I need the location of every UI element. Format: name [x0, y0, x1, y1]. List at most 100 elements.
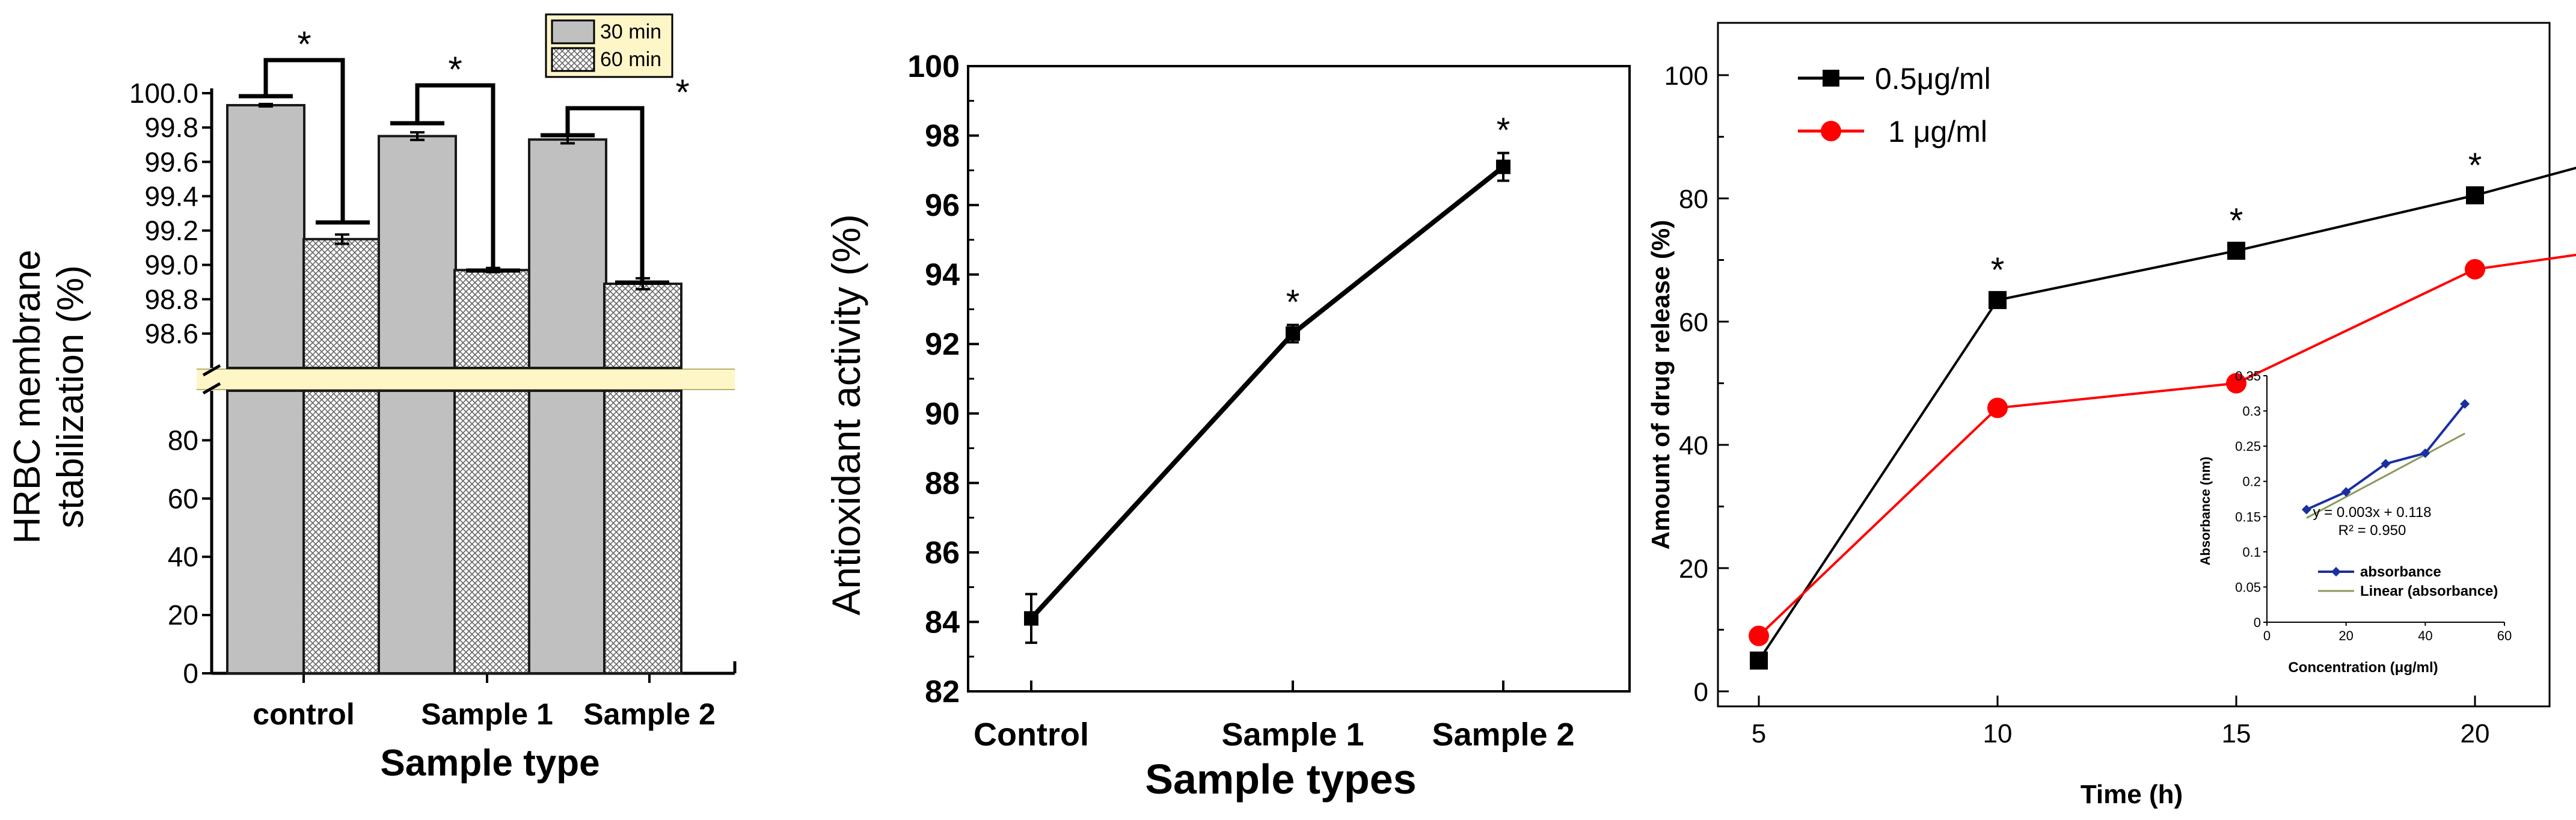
- antioxidant-line: [1029, 165, 1505, 620]
- y-tick-label: 100: [907, 49, 960, 84]
- y-tick-label: 96: [925, 188, 960, 223]
- panel-a-bars: [226, 102, 682, 675]
- y-tick-label: 99.6: [144, 146, 198, 177]
- data-point-square: [2466, 186, 2484, 204]
- panel-a-xlabel: Sample type: [380, 742, 600, 784]
- legend-swatch-60min: [551, 47, 595, 72]
- bar-lower-60min: [603, 390, 682, 675]
- inset-xlabel: Concentration (μg/ml): [2288, 659, 2438, 676]
- y-tick-label: 99.0: [144, 249, 198, 281]
- y-tick-label: 99.2: [144, 215, 198, 246]
- legend-marker-0.5: [1823, 70, 1839, 87]
- inset-y-tick-label: 0: [2254, 615, 2261, 630]
- y-tick-label: 86: [925, 536, 960, 571]
- panel-c-axes: 02040608010051015202530: [1664, 22, 2551, 748]
- x-tick-label: 10: [1983, 719, 2013, 748]
- inset-data-point: [2381, 459, 2391, 469]
- y-tick-label: 99.8: [144, 112, 198, 143]
- panel-b-ylabel: Antioxidant activity (%): [824, 214, 868, 616]
- legend-label-0.5: 0.5μg/ml: [1875, 62, 1991, 96]
- axis-break-mark-bottom: [202, 382, 221, 395]
- legend-marker-1: [1821, 121, 1841, 141]
- bar-lower-30min: [528, 390, 607, 675]
- bar-upper-60min: [603, 283, 682, 370]
- panel-b-axes: 82 84 86 88 90 92 94 96 98 100: [907, 49, 1631, 709]
- significance-star: *: [2230, 201, 2243, 240]
- inset-r2: R² = 0.950: [2338, 522, 2406, 539]
- significance-star: *: [675, 72, 689, 112]
- inset-legend-label-linear: Linear (absorbance): [2360, 583, 2498, 599]
- y-tick-label: 90: [925, 397, 960, 432]
- y-tick-label: 80: [168, 424, 198, 456]
- inset-y-tick-label: 0.1: [2242, 545, 2261, 560]
- panel-a-ylabel-line2: stabilization (%): [50, 265, 91, 528]
- panel-a-ylabel-line1: HRBC membrane: [7, 249, 48, 543]
- significance-bracket: [565, 106, 645, 283]
- inset-data-point: [2420, 448, 2430, 458]
- y-tick-label: 92: [925, 327, 960, 362]
- inset-y-tick-label: 0.25: [2235, 439, 2261, 454]
- y-tick-label: 99.4: [144, 180, 198, 212]
- y-tick-label: 40: [1679, 431, 1708, 460]
- inset-absorbance-line: [2306, 403, 2466, 511]
- panel-a-legend: 30 min 60 min: [545, 13, 673, 78]
- panel-b-series: **: [1024, 111, 1510, 644]
- inset-legend-marker-absorbance: [2331, 567, 2341, 577]
- panel-b-xlabel: Sample types: [1145, 756, 1416, 803]
- y-tick-label: 100: [1664, 61, 1708, 91]
- x-tick-control: Control: [974, 717, 1089, 753]
- inset-y-tick-label: 0.2: [2242, 474, 2261, 489]
- legend-label-60min: 60 min: [600, 48, 661, 71]
- legend-label-30min: 30 min: [600, 20, 661, 43]
- x-tick-label: 15: [2222, 719, 2251, 748]
- bar-lower-60min: [302, 390, 382, 675]
- bar-upper-30min: [528, 138, 607, 369]
- data-point-circle: [1749, 625, 1769, 646]
- data-point-square: [2227, 242, 2245, 260]
- inset-x-tick-label: 20: [2338, 628, 2353, 643]
- inset-legend: absorbance Linear (absorbance): [2318, 564, 2498, 599]
- x-tick-sample1: Sample 1: [1221, 717, 1364, 753]
- panel-c-legend: 0.5μg/ml 1 μg/ml: [1798, 62, 1991, 148]
- axis-break-band: [197, 369, 735, 390]
- bar-upper-30min: [226, 103, 305, 369]
- panel-a-significance: * * *: [239, 24, 690, 285]
- significance-bracket: [263, 58, 345, 222]
- data-point: [1496, 159, 1510, 174]
- panel-c-series: ****: [1749, 146, 2576, 670]
- inset-y-tick-label: 0.05: [2235, 580, 2261, 595]
- inset-data-point: [2301, 504, 2311, 515]
- x-tick-sample1: Sample 1: [421, 697, 553, 731]
- significance-star: *: [297, 24, 311, 64]
- data-point-circle: [2465, 259, 2485, 280]
- y-tick-label: 100.0: [129, 78, 198, 109]
- panel-c-line-chart: 02040608010051015202530 **** 0.5μg/ml 1 …: [1646, 22, 2576, 809]
- significance-star: *: [448, 49, 462, 90]
- y-tick-label: 20: [1679, 554, 1708, 584]
- y-tick-label: 82: [925, 675, 960, 709]
- y-tick-label: 0: [183, 658, 198, 689]
- inset-equation: y = 0.003x + 0.118: [2313, 504, 2431, 521]
- data-point-square: [1750, 651, 1768, 670]
- legend-swatch-30min: [551, 19, 595, 44]
- x-tick-label: 20: [2461, 719, 2490, 748]
- panel-c-inset-chart: 0 0.05 0.1 0.15 0.2 0.25 0.3 0.35 0 20 40 60 Absorb…: [2198, 369, 2512, 676]
- bar-lower-60min: [453, 390, 533, 675]
- bar-lower-30min: [378, 390, 457, 675]
- inset-linear-fit: [2306, 432, 2465, 519]
- inset-y-tick-label: 0.35: [2235, 369, 2261, 384]
- data-point: [1286, 326, 1300, 341]
- series-line-1: [1758, 253, 2576, 637]
- bar-upper-30min: [378, 135, 457, 369]
- legend-label-1: 1 μg/ml: [1888, 115, 1987, 148]
- y-tick-label: 0: [1694, 678, 1708, 707]
- significance-star: *: [2468, 146, 2482, 185]
- y-tick-label: 84: [925, 605, 960, 640]
- series-line-0: [1758, 167, 2576, 661]
- x-tick-control: control: [253, 697, 354, 731]
- x-tick-sample2: Sample 2: [583, 697, 716, 731]
